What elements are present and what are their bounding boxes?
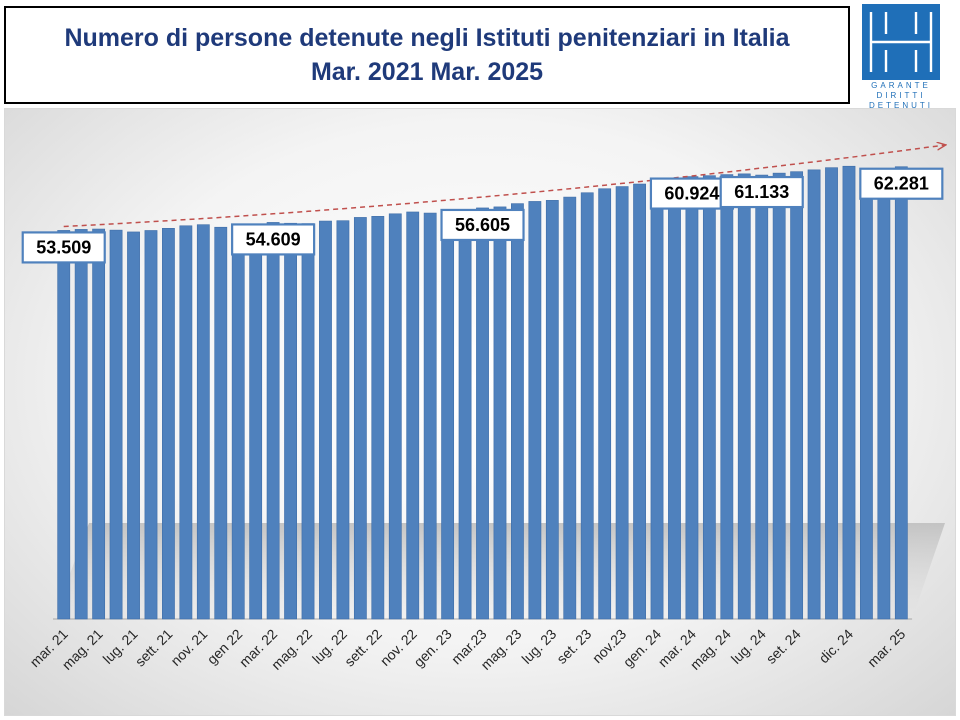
x-tick-label: set. 23 [553, 626, 594, 667]
bar-giu-23 [528, 201, 542, 620]
garante-logo: GARANTE DIRITTI DETENUTI [862, 4, 940, 110]
logo-mark-icon [862, 4, 940, 80]
bar-mar-22 [266, 222, 280, 620]
data-label-box [440, 208, 525, 242]
bar-set-23 [580, 192, 594, 620]
bar-ago-21 [144, 230, 158, 620]
bar-nov-22 [406, 211, 420, 620]
bar-giu-21 [109, 229, 123, 620]
bar-apr-21 [74, 229, 88, 620]
bar-ago-23 [563, 196, 577, 620]
data-label-text: 62.281 [874, 174, 929, 194]
data-label-text: 61.133 [734, 182, 789, 202]
bar-lug-24 [755, 174, 769, 620]
bar-feb-23 [458, 209, 472, 620]
data-label-box [231, 223, 316, 256]
bar-feb-24 [668, 178, 681, 620]
data-label: 56.605 [440, 208, 525, 242]
x-tick-label: gen. 24 [620, 626, 664, 670]
chart-title-box: Numero di persone detenute negli Istitut… [4, 6, 850, 104]
bar-giu-22 [319, 220, 332, 620]
data-label: 61.133 [719, 175, 804, 209]
bar-gen-24 [650, 181, 664, 620]
x-tick-label: sett. 21 [132, 626, 176, 670]
bar-gen-22 [231, 225, 245, 620]
bar-dic-22 [423, 212, 437, 620]
logo-text-diritti: DIRITTI [876, 91, 926, 100]
bar-ago-22 [353, 217, 367, 620]
plot-area: 53.509 54.609 56.605 60.924 61.133 62.281 mar.… [4, 108, 956, 716]
x-tick-label: nov. 21 [167, 626, 210, 669]
bar-sett-21 [162, 228, 175, 620]
bar-giu-24 [737, 173, 751, 620]
data-label-box [719, 175, 804, 209]
bar-ott-23 [598, 188, 612, 620]
bar-gen-23 [441, 212, 455, 620]
bar-lug-22 [336, 220, 350, 620]
bar-feb-22 [249, 223, 263, 620]
bar-mag-21 [92, 228, 106, 620]
bar-lug-21 [127, 231, 140, 620]
trendline [63, 145, 945, 228]
bar-apr-22 [284, 222, 297, 620]
bar-dic-24 [842, 165, 856, 620]
x-tick-label: set. 24 [763, 626, 804, 667]
x-tick-label: dic. 24 [816, 626, 857, 667]
bar-mar-23 [476, 207, 489, 620]
bar-set-24 [790, 171, 804, 620]
bar-apr-24 [702, 175, 716, 620]
x-tick-label: lug. 24 [728, 626, 769, 667]
bar-dic-23 [633, 183, 646, 620]
bar-ott-22 [388, 213, 402, 620]
data-label-text: 53.509 [36, 237, 91, 257]
x-tick-label: mar. 25 [864, 626, 908, 670]
data-label: 54.609 [231, 223, 316, 256]
chart-title: Numero di persone detenute negli Istitut… [64, 24, 790, 52]
bar-apr-23 [493, 206, 507, 620]
bar-ott-21 [179, 225, 193, 620]
data-label-text: 60.924 [664, 184, 719, 204]
data-label-text: 56.605 [455, 215, 510, 235]
bar-nov-24 [825, 167, 838, 620]
bar-ago-24 [772, 172, 786, 620]
data-label-box [21, 231, 106, 264]
logo-text-detenuti: DETENUTI [869, 101, 933, 110]
bar-gen-25 [860, 169, 873, 620]
bar-feb-25 [877, 168, 891, 620]
bar-nov-21 [196, 224, 210, 620]
bar-nov-23 [615, 186, 629, 620]
bar-mag-22 [301, 223, 315, 620]
chart-subtitle: Mar. 2021 Mar. 2025 [310, 58, 544, 86]
bar-mag-23 [511, 203, 524, 620]
data-label-box [649, 177, 735, 210]
data-label-text: 54.609 [246, 229, 301, 249]
logo-text-garante: GARANTE [871, 81, 931, 90]
bar-sett-22 [371, 216, 385, 620]
data-label: 53.509 [21, 231, 106, 264]
bar-lug-23 [545, 200, 559, 620]
bar-ott-24 [807, 169, 821, 620]
data-label: 60.924 [649, 177, 735, 210]
data-label-box [859, 167, 944, 200]
x-tick-label: gen. 23 [410, 626, 454, 670]
bar-chart: 53.509 54.609 56.605 60.924 61.133 62.281 mar.… [21, 109, 955, 673]
x-tick-label: lug. 23 [518, 626, 559, 667]
bar-mar-24 [685, 176, 699, 620]
x-tick-label: sett. 22 [341, 626, 385, 670]
bar-dic-21 [214, 226, 228, 620]
bar-mar-25 [894, 166, 908, 620]
data-label: 62.281 [859, 167, 944, 200]
bar-mag-24 [720, 174, 734, 620]
bar-mar-21 [57, 230, 71, 620]
